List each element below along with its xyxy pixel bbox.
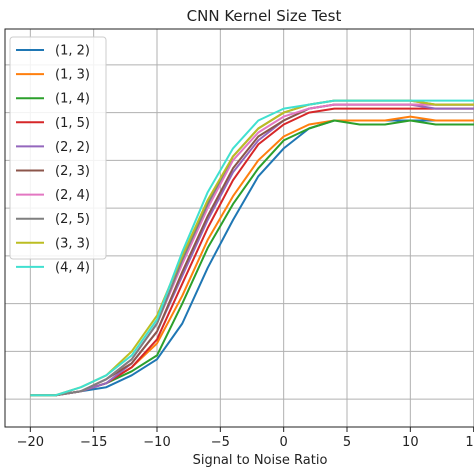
x-tick-label: −10 [143,435,170,450]
legend: (1, 2) (1, 3) (1, 4) (1, 5) (2, 2) (2, 3) (2, … [9,36,107,275]
legend-label: (1, 3) [55,68,90,83]
series-lines [30,99,474,397]
x-tick-label: −5 [211,435,230,450]
legend-label: (1, 4) [55,92,90,107]
legend-box [9,36,107,260]
x-tick-label: 10 [402,435,419,450]
legend-label: (2, 3) [55,164,90,179]
x-tick-label: 5 [343,435,351,450]
x-tick-label: −15 [80,435,107,450]
x-tick-label: 15 [465,435,474,450]
x-tick-label: 0 [280,435,288,450]
plot-frame [4,28,474,428]
legend-label: (2, 4) [55,188,90,203]
chart-title: CNN Kernel Size Test [187,7,342,25]
legend-label: (1, 2) [55,44,90,59]
x-axis: −20 −15 −10 −5 0 5 10 15 [17,427,474,450]
x-axis-label: Signal to Noise Ratio [193,453,328,468]
legend-label: (2, 2) [55,140,90,155]
legend-label: (4, 4) [55,260,90,275]
legend-label: (2, 5) [55,212,90,227]
series-line-10 [30,99,474,397]
x-tick-label: −20 [17,435,44,450]
legend-label: (1, 5) [55,116,90,131]
legend-label: (3, 3) [55,236,90,251]
